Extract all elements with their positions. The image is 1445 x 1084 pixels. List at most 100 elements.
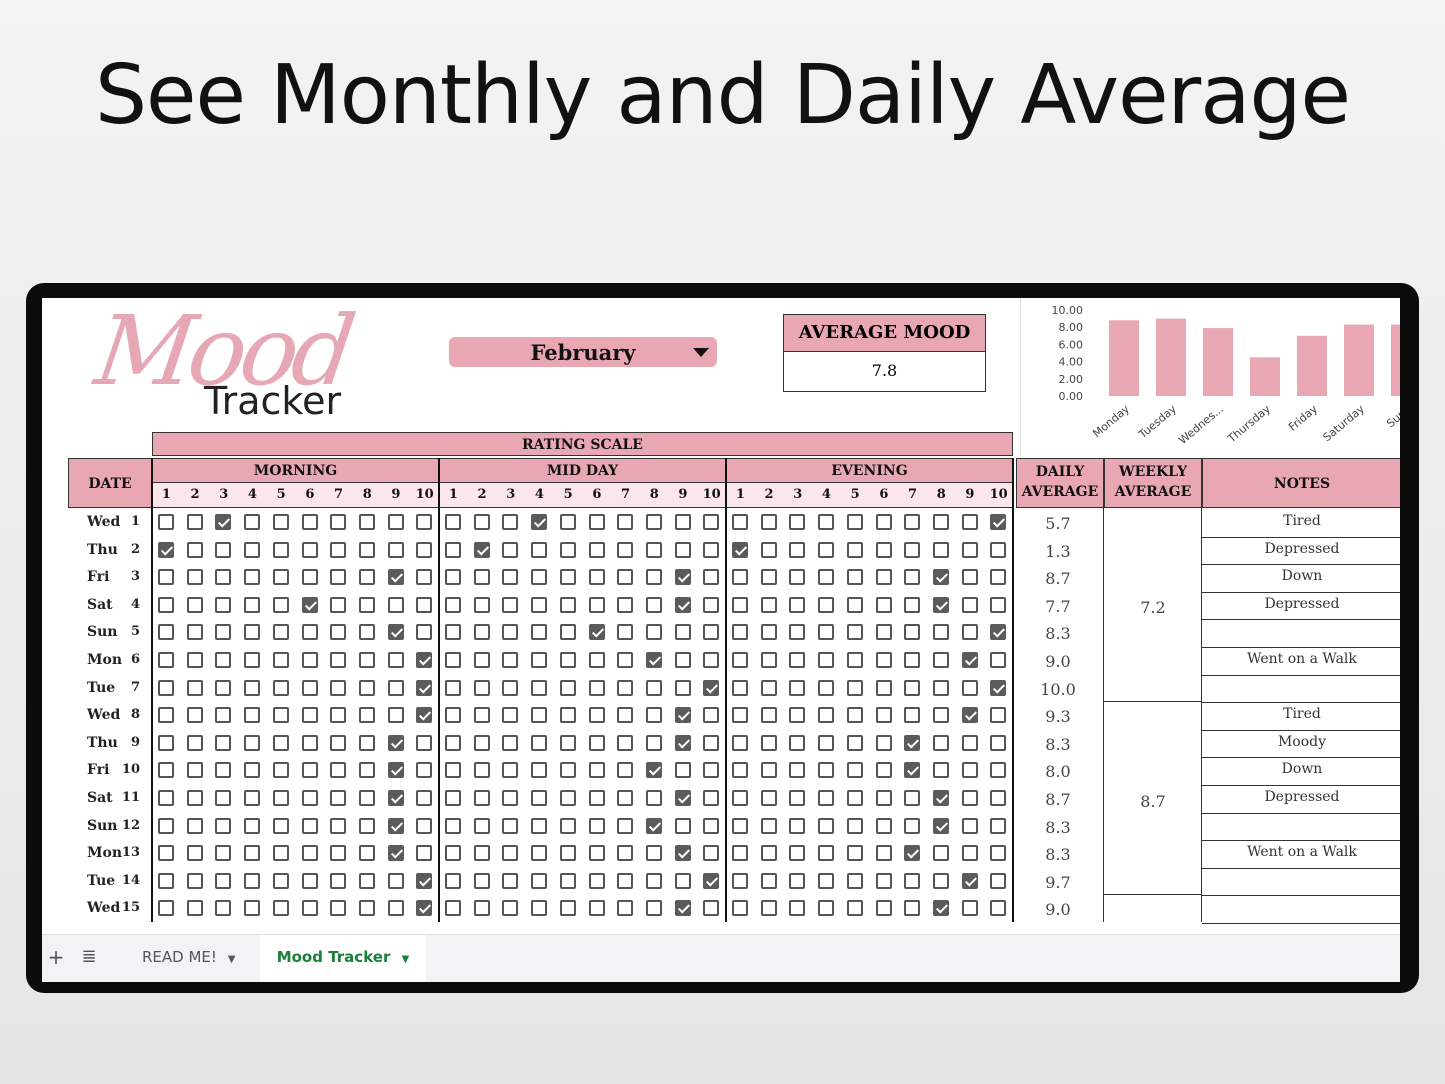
checkbox-checked[interactable]	[904, 845, 921, 862]
checkbox[interactable]	[818, 845, 835, 862]
checkbox[interactable]	[617, 845, 634, 862]
checkbox[interactable]	[301, 652, 318, 668]
checkbox[interactable]	[158, 872, 174, 889]
tab-read-me[interactable]: READ ME! ▼	[142, 935, 252, 982]
checkbox[interactable]	[732, 790, 748, 806]
checkbox[interactable]	[617, 596, 634, 613]
checkbox[interactable]	[158, 652, 174, 668]
checkbox[interactable]	[645, 541, 662, 558]
checkbox-checked[interactable]	[932, 790, 949, 806]
checkbox[interactable]	[846, 596, 863, 613]
checkbox-checked[interactable]	[990, 679, 1007, 696]
checkbox[interactable]	[272, 596, 289, 613]
checkbox[interactable]	[760, 652, 777, 668]
checkbox[interactable]	[330, 707, 347, 724]
checkbox[interactable]	[301, 790, 318, 806]
checkbox[interactable]	[703, 541, 720, 558]
checkbox-checked[interactable]	[387, 734, 404, 751]
checkbox-checked[interactable]	[674, 790, 691, 806]
checkbox[interactable]	[502, 707, 519, 724]
checkbox[interactable]	[875, 790, 892, 806]
checkbox[interactable]	[559, 734, 576, 751]
checkbox[interactable]	[617, 624, 634, 641]
checkbox[interactable]	[932, 624, 949, 641]
add-sheet-button[interactable]: +	[47, 945, 65, 969]
checkbox[interactable]	[703, 734, 720, 751]
checkbox-checked[interactable]	[674, 900, 691, 917]
checkbox[interactable]	[186, 679, 203, 696]
checkbox[interactable]	[559, 514, 576, 530]
checkbox[interactable]	[732, 734, 748, 751]
checkbox-checked[interactable]	[645, 817, 662, 834]
checkbox[interactable]	[990, 872, 1007, 889]
checkbox[interactable]	[732, 872, 748, 889]
checkbox[interactable]	[932, 652, 949, 668]
checkbox[interactable]	[990, 734, 1007, 751]
checkbox[interactable]	[846, 817, 863, 834]
checkbox[interactable]	[674, 679, 691, 696]
month-dropdown[interactable]: February	[449, 337, 717, 367]
checkbox[interactable]	[186, 817, 203, 834]
checkbox-checked[interactable]	[961, 872, 978, 889]
checkbox[interactable]	[445, 514, 461, 530]
checkbox[interactable]	[244, 596, 261, 613]
checkbox[interactable]	[445, 569, 461, 586]
checkbox[interactable]	[445, 734, 461, 751]
checkbox[interactable]	[875, 514, 892, 530]
checkbox[interactable]	[186, 790, 203, 806]
checkbox[interactable]	[732, 624, 748, 641]
checkbox[interactable]	[215, 679, 232, 696]
checkbox[interactable]	[818, 817, 835, 834]
checkbox-checked[interactable]	[674, 734, 691, 751]
checkbox-checked[interactable]	[588, 624, 605, 641]
checkbox-checked[interactable]	[732, 541, 748, 558]
checkbox-checked[interactable]	[674, 707, 691, 724]
checkbox[interactable]	[990, 817, 1007, 834]
checkbox[interactable]	[932, 845, 949, 862]
checkbox[interactable]	[961, 817, 978, 834]
checkbox[interactable]	[789, 596, 806, 613]
checkbox[interactable]	[617, 817, 634, 834]
checkbox[interactable]	[588, 817, 605, 834]
checkbox[interactable]	[732, 652, 748, 668]
checkbox[interactable]	[186, 707, 203, 724]
checkbox[interactable]	[789, 569, 806, 586]
checkbox[interactable]	[416, 541, 433, 558]
checkbox[interactable]	[760, 762, 777, 779]
checkbox[interactable]	[961, 762, 978, 779]
checkbox[interactable]	[387, 541, 404, 558]
checkbox[interactable]	[416, 762, 433, 779]
checkbox[interactable]	[215, 900, 232, 917]
checkbox[interactable]	[846, 541, 863, 558]
checkbox[interactable]	[789, 707, 806, 724]
checkbox[interactable]	[875, 679, 892, 696]
checkbox[interactable]	[559, 845, 576, 862]
checkbox[interactable]	[904, 624, 921, 641]
checkbox[interactable]	[588, 762, 605, 779]
checkbox[interactable]	[904, 596, 921, 613]
checkbox[interactable]	[760, 872, 777, 889]
checkbox[interactable]	[215, 872, 232, 889]
checkbox[interactable]	[215, 624, 232, 641]
checkbox[interactable]	[789, 624, 806, 641]
checkbox[interactable]	[387, 679, 404, 696]
checkbox[interactable]	[502, 734, 519, 751]
checkbox-checked[interactable]	[301, 596, 318, 613]
checkbox-checked[interactable]	[932, 817, 949, 834]
checkbox[interactable]	[244, 817, 261, 834]
checkbox[interactable]	[760, 707, 777, 724]
checkbox[interactable]	[502, 762, 519, 779]
checkbox[interactable]	[674, 514, 691, 530]
checkbox[interactable]	[215, 569, 232, 586]
checkbox[interactable]	[244, 845, 261, 862]
checkbox[interactable]	[703, 514, 720, 530]
checkbox[interactable]	[445, 679, 461, 696]
checkbox[interactable]	[732, 845, 748, 862]
checkbox[interactable]	[932, 514, 949, 530]
checkbox[interactable]	[158, 845, 174, 862]
checkbox[interactable]	[531, 790, 548, 806]
checkbox[interactable]	[272, 817, 289, 834]
checkbox[interactable]	[846, 514, 863, 530]
checkbox-checked[interactable]	[416, 679, 433, 696]
checkbox-checked[interactable]	[904, 734, 921, 751]
